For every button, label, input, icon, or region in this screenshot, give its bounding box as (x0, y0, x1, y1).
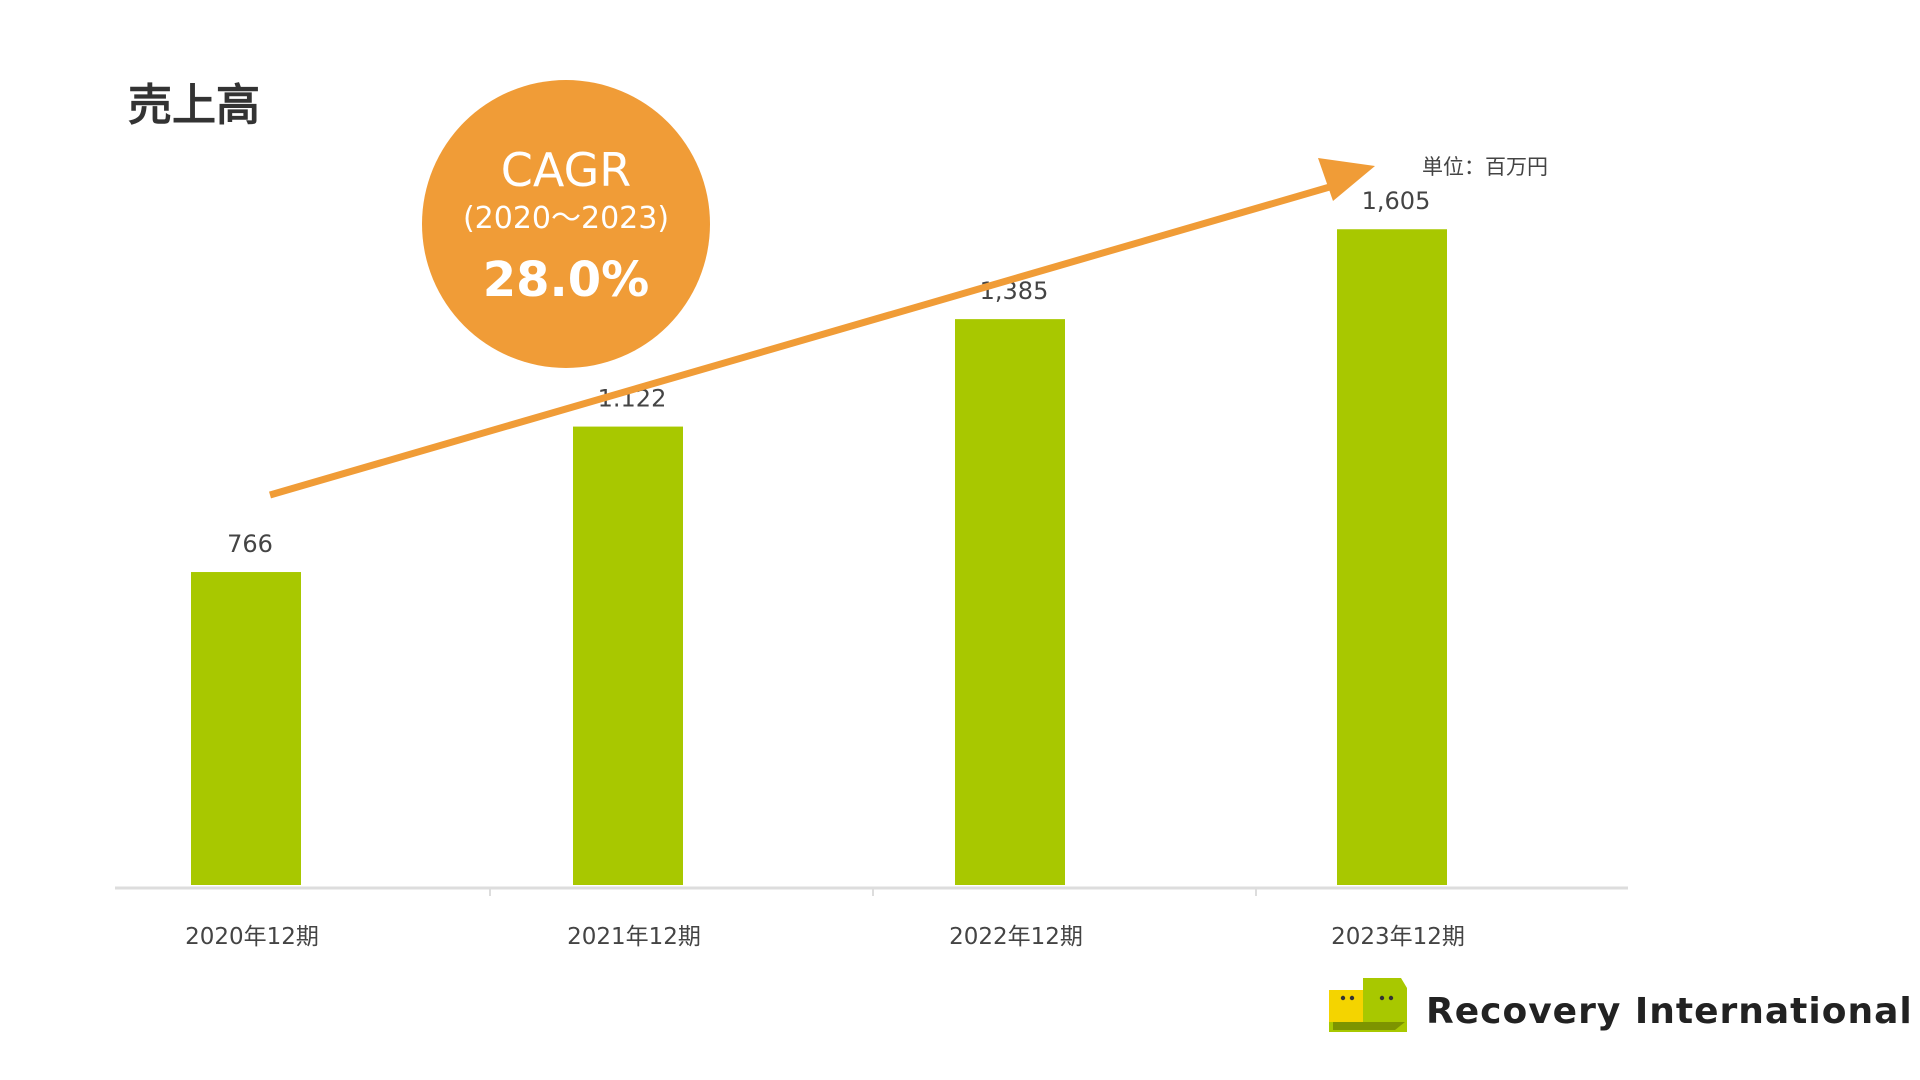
trend-arrow-head (1318, 158, 1375, 201)
trend-arrow-shaft (269, 180, 1341, 499)
x-axis-ticks-group (489, 888, 1257, 896)
cagr-badge: CAGR (2020〜2023) 28.0% (422, 80, 710, 368)
cagr-title: CAGR (501, 143, 631, 197)
x-tick-label-4: 2023年12期 (1331, 924, 1465, 950)
x-tick-label-3: 2022年12期 (949, 924, 1083, 950)
data-label-1: 766 (227, 530, 273, 558)
bar-2 (573, 426, 683, 885)
unit-label: 単位：百万円 (1422, 155, 1548, 179)
chart-title: 売上高 (128, 80, 260, 131)
bar-1 (191, 572, 301, 885)
x-tick-label-1: 2020年12期 (185, 924, 319, 950)
data-label-4: 1,605 (1362, 187, 1431, 215)
trend-arrow (269, 158, 1375, 499)
bars-group (191, 229, 1447, 886)
company-logo: Recovery International (1329, 978, 1913, 1032)
cagr-circle (422, 80, 710, 368)
x-tick-labels-group: 2020年12期 2021年12期 2022年12期 2023年12期 (185, 924, 1465, 950)
cagr-value: 28.0% (483, 252, 650, 308)
bar-4 (1337, 229, 1447, 885)
logo-text: Recovery International (1426, 991, 1913, 1032)
cagr-period: (2020〜2023) (463, 201, 669, 236)
x-tick-label-2: 2021年12期 (567, 924, 701, 950)
logo-mark-icon (1329, 978, 1407, 1032)
bar-3 (955, 319, 1065, 886)
